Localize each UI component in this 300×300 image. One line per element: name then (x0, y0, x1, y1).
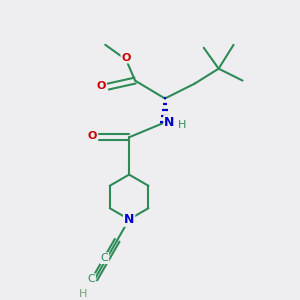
Text: C: C (100, 253, 108, 263)
Text: H: H (178, 120, 186, 130)
Text: O: O (87, 131, 97, 141)
Text: O: O (96, 81, 105, 91)
Text: C: C (87, 274, 95, 284)
Text: O: O (122, 52, 131, 63)
Text: N: N (164, 116, 175, 129)
Text: N: N (124, 213, 134, 226)
Text: methoxy: methoxy (104, 42, 110, 43)
Text: H: H (79, 289, 87, 299)
